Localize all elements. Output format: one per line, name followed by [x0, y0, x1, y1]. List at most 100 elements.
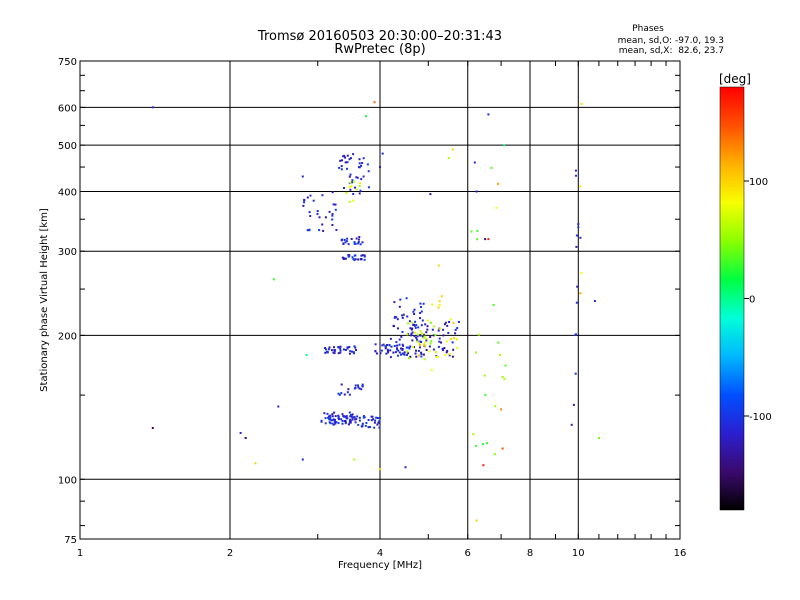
y-tick-label: 500	[58, 141, 77, 152]
echo-point	[417, 333, 420, 336]
echo-point	[342, 155, 345, 158]
echo-point	[404, 466, 407, 469]
echo-point	[347, 243, 350, 246]
echo-point	[495, 206, 498, 209]
echo-point	[414, 331, 416, 334]
y-tick-label: 75	[64, 535, 77, 546]
echo-point	[339, 347, 342, 350]
echo-point	[361, 162, 364, 164]
echo-point	[353, 259, 356, 262]
echo-point	[377, 421, 380, 424]
echo-point	[308, 229, 311, 232]
echo-point	[302, 204, 305, 207]
echo-point	[346, 347, 349, 350]
echo-point	[352, 199, 355, 202]
colorbar	[719, 86, 745, 511]
echo-point	[346, 154, 349, 157]
echo-point	[361, 424, 364, 427]
echo-point	[362, 415, 365, 417]
echo-point	[337, 346, 340, 349]
echo-point	[370, 415, 373, 418]
echo-point	[355, 237, 358, 240]
echo-point	[324, 348, 327, 351]
y-tick-label: 600	[58, 103, 77, 114]
echo-point	[329, 422, 332, 425]
x-tick-label: 8	[527, 548, 533, 559]
echo-point	[338, 418, 340, 421]
echo-point	[350, 415, 353, 418]
echo-point	[306, 196, 309, 199]
echo-point	[339, 159, 342, 162]
echo-point	[344, 257, 347, 260]
echo-point	[337, 392, 340, 395]
echo-point	[351, 256, 354, 259]
echo-point	[360, 164, 363, 167]
echo-point	[339, 349, 342, 352]
echo-point	[425, 337, 428, 340]
echo-point	[421, 319, 424, 322]
phase-box-title: Phases	[632, 24, 664, 34]
x-tick-label: 4	[377, 548, 383, 559]
echo-point	[438, 304, 441, 307]
echo-point	[359, 243, 362, 246]
echo-point	[320, 420, 323, 423]
echo-point	[332, 203, 335, 206]
echo-point	[402, 344, 405, 347]
echo-point	[354, 384, 357, 387]
echo-point	[345, 416, 348, 418]
echo-point	[244, 437, 247, 439]
echo-point	[373, 426, 376, 429]
x-tick-label: 10	[572, 548, 585, 559]
echo-point	[456, 327, 459, 330]
echo-point	[451, 148, 454, 151]
echo-point	[492, 304, 495, 306]
y-tick-label: 300	[58, 247, 77, 258]
echo-point	[452, 348, 455, 351]
echo-point	[575, 301, 578, 304]
echo-point	[358, 192, 361, 195]
echo-point	[381, 344, 384, 347]
echo-point	[363, 258, 366, 261]
echo-point	[324, 347, 327, 349]
echo-point	[425, 349, 428, 351]
echo-point	[349, 421, 352, 424]
echo-point	[434, 351, 437, 354]
echo-point	[579, 292, 582, 295]
echo-point	[334, 422, 337, 425]
data-points	[151, 101, 600, 522]
echo-point	[401, 349, 404, 351]
echo-point	[418, 344, 421, 347]
echo-point	[414, 320, 417, 323]
colorbar-tick-label: -100	[749, 412, 772, 423]
echo-point	[392, 351, 395, 354]
echo-point	[419, 330, 422, 333]
echo-point	[343, 187, 345, 189]
echo-point	[378, 426, 381, 429]
echo-point	[348, 200, 351, 203]
echo-point	[343, 393, 346, 396]
echo-point	[406, 350, 409, 353]
x-tick-label: 16	[674, 548, 687, 559]
echo-point	[344, 156, 347, 159]
echo-point	[401, 343, 404, 346]
echo-point	[422, 353, 425, 356]
echo-point	[333, 411, 336, 414]
echo-point	[387, 351, 389, 354]
echo-point	[361, 383, 364, 386]
echo-point	[351, 416, 354, 419]
echo-point	[503, 378, 506, 381]
echo-point	[473, 161, 476, 164]
echo-point	[365, 422, 368, 424]
echo-point	[331, 218, 334, 221]
echo-point	[438, 340, 441, 343]
echo-point	[426, 319, 429, 322]
echo-point	[344, 241, 347, 244]
echo-point	[359, 189, 362, 192]
echo-point	[341, 159, 343, 162]
echo-point	[309, 215, 312, 217]
echo-point	[327, 348, 330, 351]
echo-point	[475, 351, 477, 354]
echo-point	[438, 337, 441, 340]
echo-point	[428, 345, 431, 348]
echo-point	[409, 345, 412, 348]
